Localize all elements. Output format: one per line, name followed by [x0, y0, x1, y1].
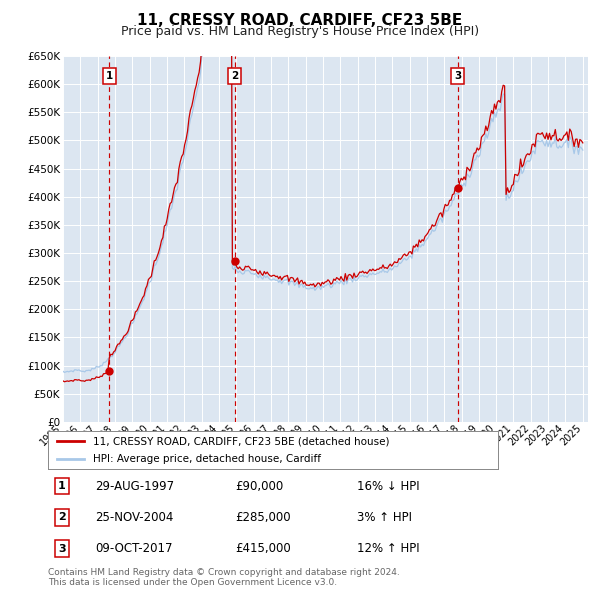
Text: 12% ↑ HPI: 12% ↑ HPI: [357, 542, 420, 555]
Text: 3: 3: [58, 544, 65, 553]
Text: 3: 3: [454, 71, 461, 81]
Text: HPI: Average price, detached house, Cardiff: HPI: Average price, detached house, Card…: [93, 454, 321, 464]
Text: 11, CRESSY ROAD, CARDIFF, CF23 5BE (detached house): 11, CRESSY ROAD, CARDIFF, CF23 5BE (deta…: [93, 436, 389, 446]
Text: 11, CRESSY ROAD, CARDIFF, CF23 5BE: 11, CRESSY ROAD, CARDIFF, CF23 5BE: [137, 13, 463, 28]
Text: 29-AUG-1997: 29-AUG-1997: [95, 480, 174, 493]
Text: 2: 2: [231, 71, 238, 81]
Text: Price paid vs. HM Land Registry's House Price Index (HPI): Price paid vs. HM Land Registry's House …: [121, 25, 479, 38]
Text: 09-OCT-2017: 09-OCT-2017: [95, 542, 172, 555]
Text: 2: 2: [58, 513, 65, 522]
Text: £415,000: £415,000: [236, 542, 292, 555]
Text: £90,000: £90,000: [236, 480, 284, 493]
Text: Contains HM Land Registry data © Crown copyright and database right 2024.
This d: Contains HM Land Registry data © Crown c…: [48, 568, 400, 587]
Text: £285,000: £285,000: [236, 511, 292, 524]
Text: 1: 1: [106, 71, 113, 81]
Text: 16% ↓ HPI: 16% ↓ HPI: [357, 480, 420, 493]
Text: 3% ↑ HPI: 3% ↑ HPI: [357, 511, 412, 524]
Text: 1: 1: [58, 481, 65, 491]
Text: 25-NOV-2004: 25-NOV-2004: [95, 511, 173, 524]
